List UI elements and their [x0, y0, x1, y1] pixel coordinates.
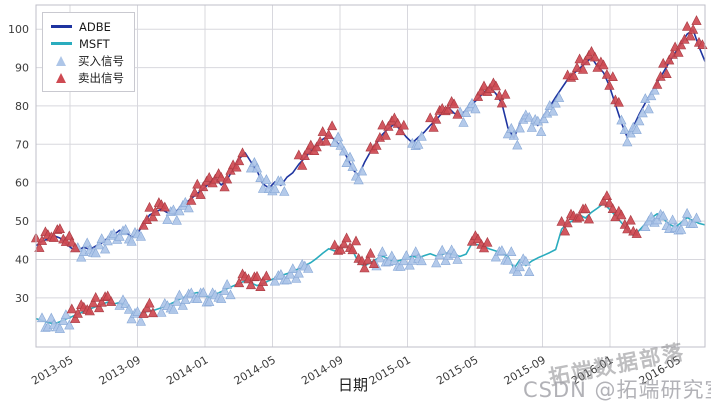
adbe-line-swatch	[51, 25, 72, 28]
svg-text:2015-01: 2015-01	[367, 353, 413, 387]
plot-area	[36, 5, 705, 347]
buy-signal-triangle-icon	[56, 55, 66, 66]
svg-text:50: 50	[15, 215, 29, 228]
svg-text:2014-05: 2014-05	[232, 353, 278, 387]
legend-item-msft: MSFT	[51, 35, 124, 52]
legend-item-adbe: ADBE	[51, 18, 124, 35]
sell-signal-markers-adbe	[30, 15, 708, 253]
legend-item-sell: 卖出信号	[51, 69, 124, 86]
svg-text:30: 30	[15, 292, 29, 305]
svg-text:2015-05: 2015-05	[434, 353, 480, 387]
x-axis-label: 日期	[338, 376, 369, 394]
watermark-csdn: CSDN @拓端研究室	[523, 378, 711, 402]
svg-text:60: 60	[15, 177, 29, 190]
legend-item-buy: 买入信号	[51, 52, 124, 69]
svg-text:2013-05: 2013-05	[29, 353, 75, 387]
legend-box: ADBE MSFT 买入信号 卖出信号	[42, 12, 135, 92]
legend-label-sell: 卖出信号	[78, 70, 124, 85]
svg-text:2013-09: 2013-09	[97, 353, 143, 387]
svg-text:100: 100	[8, 23, 29, 36]
buy-signal-markers-msft	[36, 207, 702, 333]
buy-signal-markers-adbe	[72, 84, 660, 262]
svg-text:80: 80	[15, 100, 29, 113]
msft-line-swatch	[51, 42, 72, 45]
svg-text:2014-01: 2014-01	[164, 353, 210, 387]
sell-signal-triangle-icon	[56, 72, 66, 83]
svg-text:90: 90	[15, 62, 29, 75]
legend-label-msft: MSFT	[79, 36, 110, 51]
sell-signal-markers-msft	[66, 190, 642, 323]
y-tick-labels: 30 40 50 60 70 80 90 100	[8, 23, 29, 305]
plot-border	[35, 4, 706, 348]
legend-label-buy: 买入信号	[78, 53, 124, 68]
svg-text:40: 40	[15, 254, 29, 267]
svg-text:70: 70	[15, 138, 29, 151]
legend-label-adbe: ADBE	[79, 19, 111, 34]
